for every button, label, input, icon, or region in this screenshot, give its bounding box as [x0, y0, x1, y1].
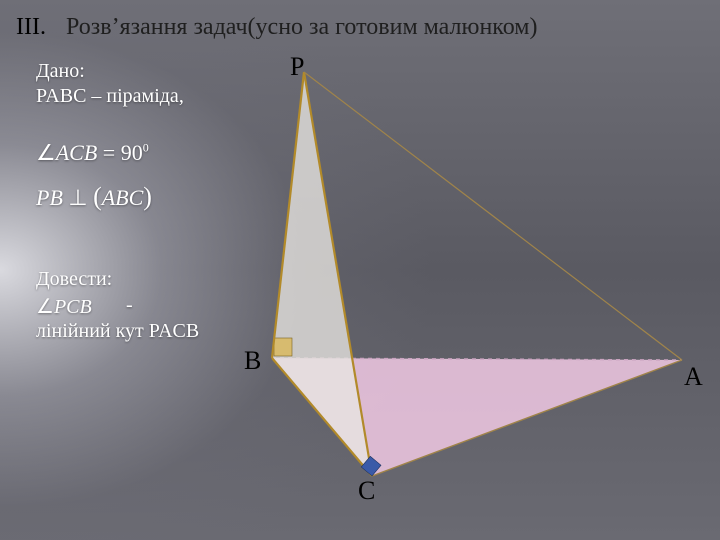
- vertex-label-b: B: [244, 346, 261, 376]
- vertex-label-a: A: [684, 362, 703, 392]
- vertex-label-c: C: [358, 476, 375, 506]
- pyramid-diagram: [0, 0, 720, 540]
- right-angle-at-b: [274, 338, 292, 356]
- slide: III. Розв’язання задач(усно за готовим м…: [0, 0, 720, 540]
- edge-pa: [304, 72, 682, 360]
- vertex-label-p: P: [290, 52, 304, 82]
